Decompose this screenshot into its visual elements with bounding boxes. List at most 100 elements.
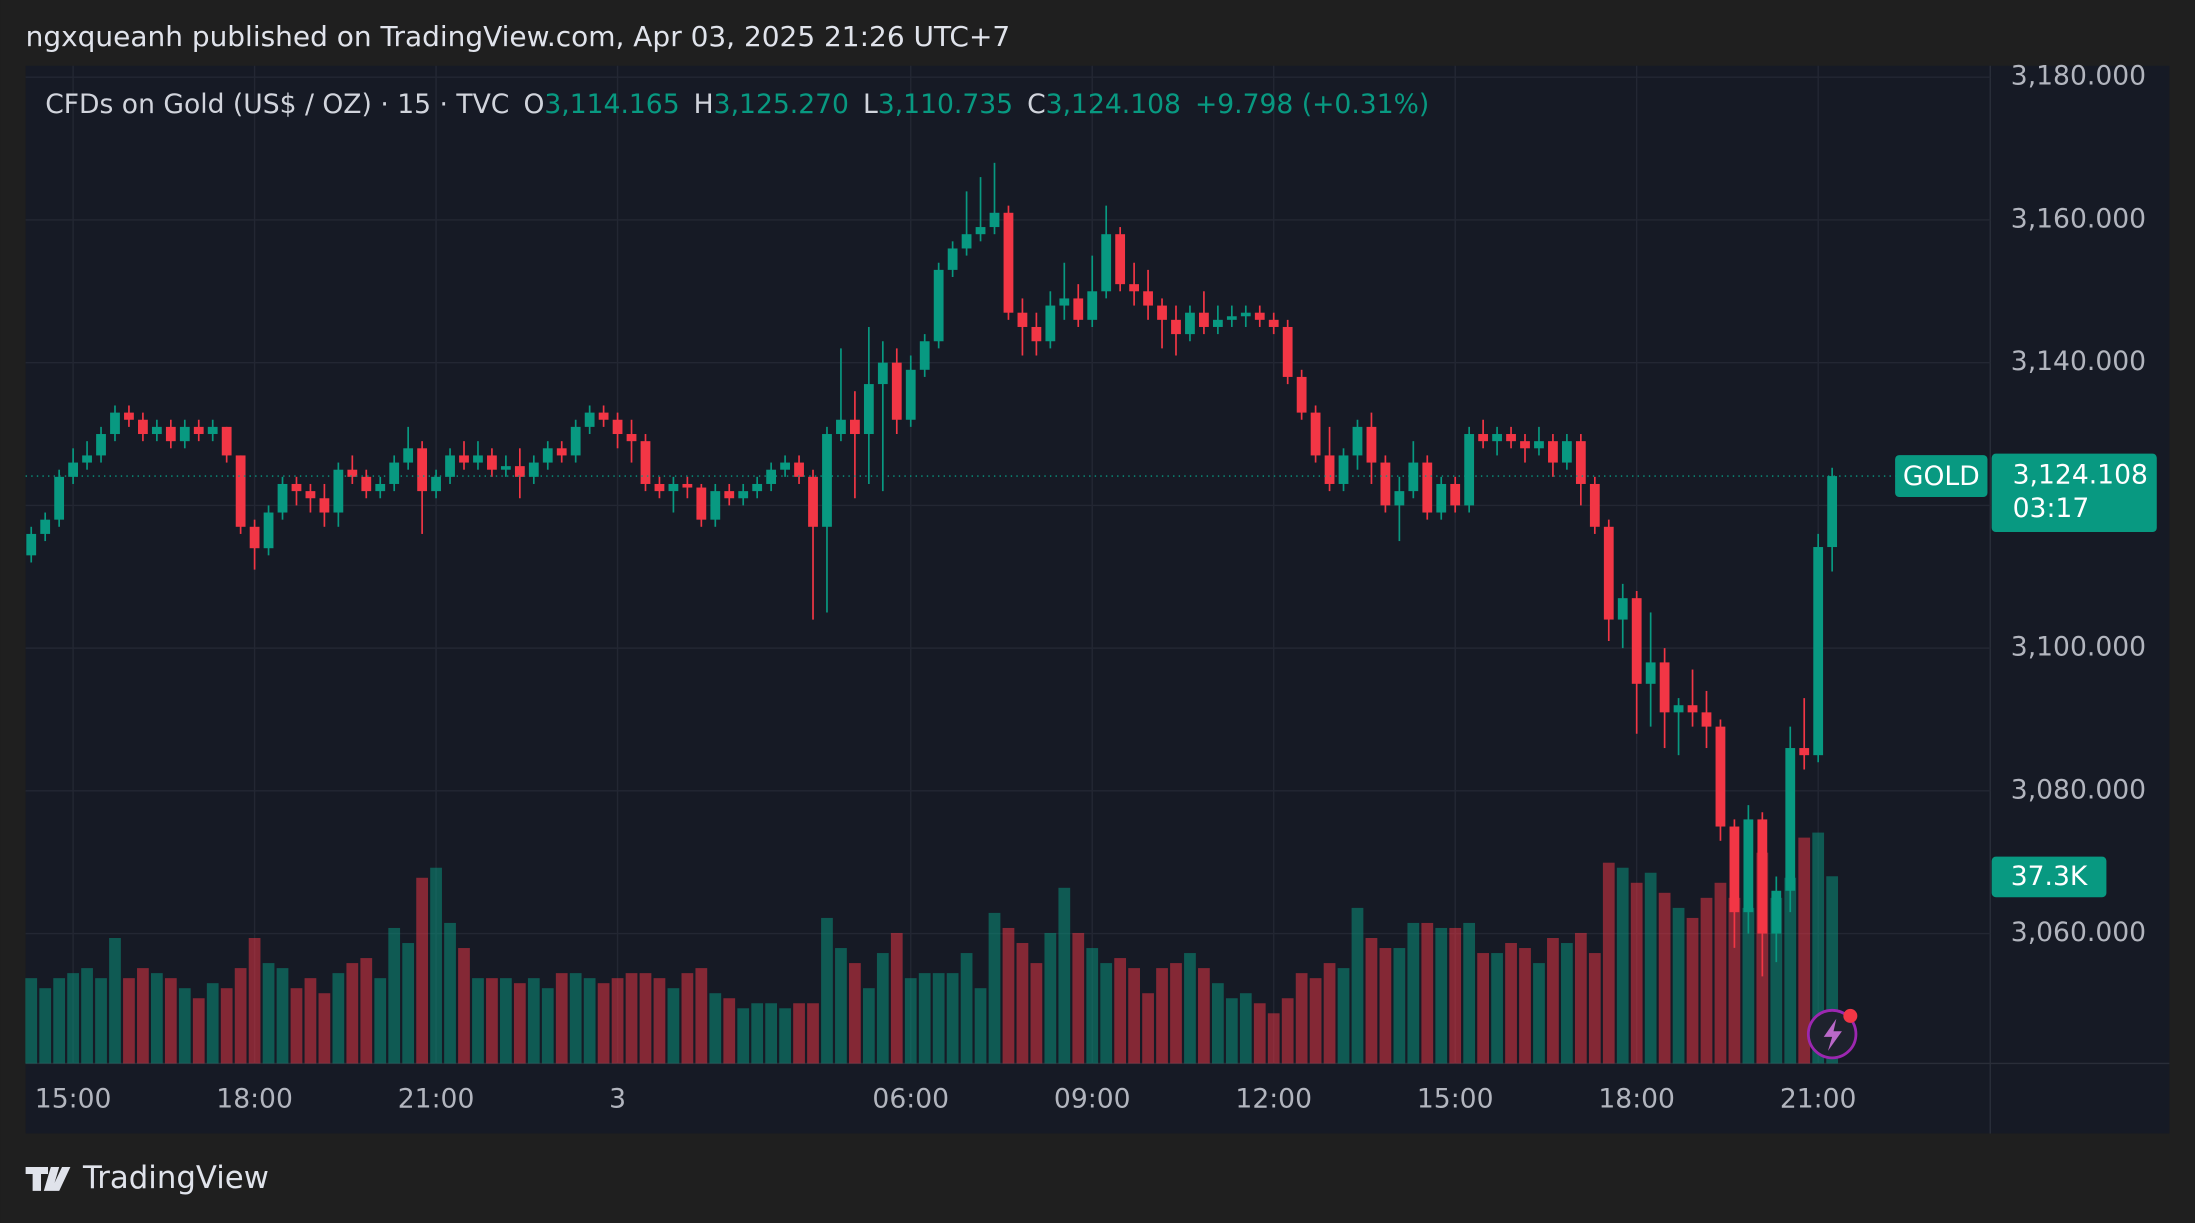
symbol-name: CFDs on Gold (US$ / OZ) · 15 · TVC bbox=[45, 88, 509, 119]
candle-body bbox=[1157, 305, 1167, 320]
volume-bar bbox=[1100, 963, 1113, 1064]
volume-bar bbox=[39, 988, 52, 1064]
legend-value: 3,125.270 bbox=[714, 88, 849, 119]
volume-bar bbox=[695, 968, 708, 1064]
volume-bar bbox=[1086, 948, 1099, 1064]
legend-key: H bbox=[694, 88, 714, 119]
candle-body bbox=[1631, 598, 1642, 684]
lightning-icon bbox=[1823, 1018, 1842, 1051]
candle-body bbox=[1296, 376, 1307, 413]
volume-bar bbox=[1602, 862, 1615, 1064]
volume-bar bbox=[304, 978, 317, 1064]
lightning-button[interactable] bbox=[1806, 1008, 1858, 1060]
candle-body bbox=[514, 466, 525, 477]
symbol-label-box bbox=[1895, 455, 1988, 498]
candle-body bbox=[1492, 434, 1502, 442]
volume-bar bbox=[1225, 998, 1238, 1064]
volume-bar bbox=[639, 973, 652, 1064]
candle-body bbox=[626, 434, 637, 442]
x-tick-label: 12:00 bbox=[1235, 1083, 1312, 1114]
volume-bar bbox=[25, 978, 38, 1064]
volume-bar bbox=[1351, 907, 1364, 1064]
volume-bar bbox=[779, 1008, 791, 1064]
candle-body bbox=[780, 462, 790, 470]
legend-value: 3,114.165 bbox=[544, 88, 679, 119]
volume-bar bbox=[137, 968, 149, 1064]
volume-bar bbox=[1644, 872, 1657, 1064]
volume-bar bbox=[1002, 927, 1015, 1064]
candle-body bbox=[947, 248, 958, 270]
volume-bar bbox=[416, 877, 428, 1064]
volume-bar bbox=[1714, 882, 1727, 1064]
candle-body bbox=[26, 533, 37, 556]
volume-bar bbox=[332, 973, 345, 1064]
candle-body bbox=[165, 426, 176, 442]
volume-bar bbox=[1630, 882, 1643, 1064]
candle-body bbox=[1087, 291, 1098, 320]
volume-bar bbox=[318, 993, 331, 1064]
volume-bar bbox=[793, 1003, 805, 1064]
volume-bar bbox=[849, 963, 861, 1064]
volume-bar bbox=[625, 973, 638, 1064]
volume-bar bbox=[960, 953, 973, 1064]
candle-body bbox=[696, 487, 707, 520]
volume-bar bbox=[81, 968, 93, 1064]
candle-body bbox=[110, 412, 120, 435]
candle-body bbox=[682, 483, 693, 488]
volume-bar bbox=[918, 973, 931, 1064]
volume-bar bbox=[1784, 877, 1797, 1064]
candle-body bbox=[836, 419, 846, 435]
volume-bar bbox=[946, 973, 959, 1064]
candle-body bbox=[1199, 312, 1209, 327]
candle-body bbox=[1352, 426, 1363, 456]
candle-body bbox=[1729, 826, 1740, 913]
volume-bar bbox=[164, 978, 177, 1064]
volume-bar bbox=[1198, 968, 1210, 1064]
candle-body bbox=[752, 483, 763, 492]
candle-body bbox=[975, 227, 986, 235]
volume-bar bbox=[1505, 943, 1517, 1064]
candle-body bbox=[1464, 434, 1475, 506]
volume-bar bbox=[1379, 948, 1392, 1064]
volume-bar bbox=[1407, 922, 1420, 1064]
x-tick-label: 15:00 bbox=[35, 1083, 112, 1114]
candle-body bbox=[863, 384, 874, 435]
candle-body bbox=[1073, 298, 1084, 320]
volume-bar bbox=[974, 988, 987, 1064]
volume-bar bbox=[1728, 897, 1741, 1064]
candle-body bbox=[417, 448, 428, 492]
volume-bar bbox=[262, 963, 275, 1064]
volume-bar bbox=[430, 867, 442, 1064]
volume-bar bbox=[1561, 943, 1573, 1064]
candle-body bbox=[82, 455, 92, 463]
candle-body bbox=[1436, 483, 1447, 513]
volume-bar bbox=[1393, 948, 1406, 1064]
candle-body bbox=[1785, 748, 1796, 891]
candle-body bbox=[850, 419, 860, 435]
legend-key: O bbox=[523, 88, 544, 119]
volume-bar bbox=[1547, 937, 1559, 1064]
y-tick-label: 3,100.000 bbox=[2011, 632, 2146, 663]
volume-bar bbox=[1239, 993, 1252, 1064]
candle-body bbox=[1561, 441, 1572, 463]
candle-body bbox=[1687, 705, 1698, 713]
candle-body bbox=[1003, 212, 1014, 313]
candle-body bbox=[766, 469, 777, 484]
volume-bar bbox=[1533, 963, 1545, 1064]
volume-bar bbox=[192, 998, 205, 1064]
volume-bar bbox=[1798, 837, 1811, 1064]
candle-body bbox=[1827, 476, 1838, 548]
volume-bar bbox=[1686, 917, 1699, 1064]
candle-body bbox=[1254, 312, 1265, 320]
y-tick-label: 3,180.000 bbox=[2011, 61, 2146, 92]
volume-bar bbox=[1016, 943, 1029, 1064]
brand-name[interactable]: TradingView bbox=[82, 1160, 269, 1196]
candle-body bbox=[40, 519, 51, 534]
candle-body bbox=[1408, 462, 1419, 492]
volume-bar bbox=[444, 922, 456, 1064]
candle-body bbox=[961, 234, 972, 249]
volume-bar bbox=[109, 937, 121, 1064]
footer-logo[interactable]: TradingView bbox=[25, 1160, 269, 1196]
candle-body bbox=[877, 362, 888, 385]
candle-body bbox=[891, 362, 902, 420]
